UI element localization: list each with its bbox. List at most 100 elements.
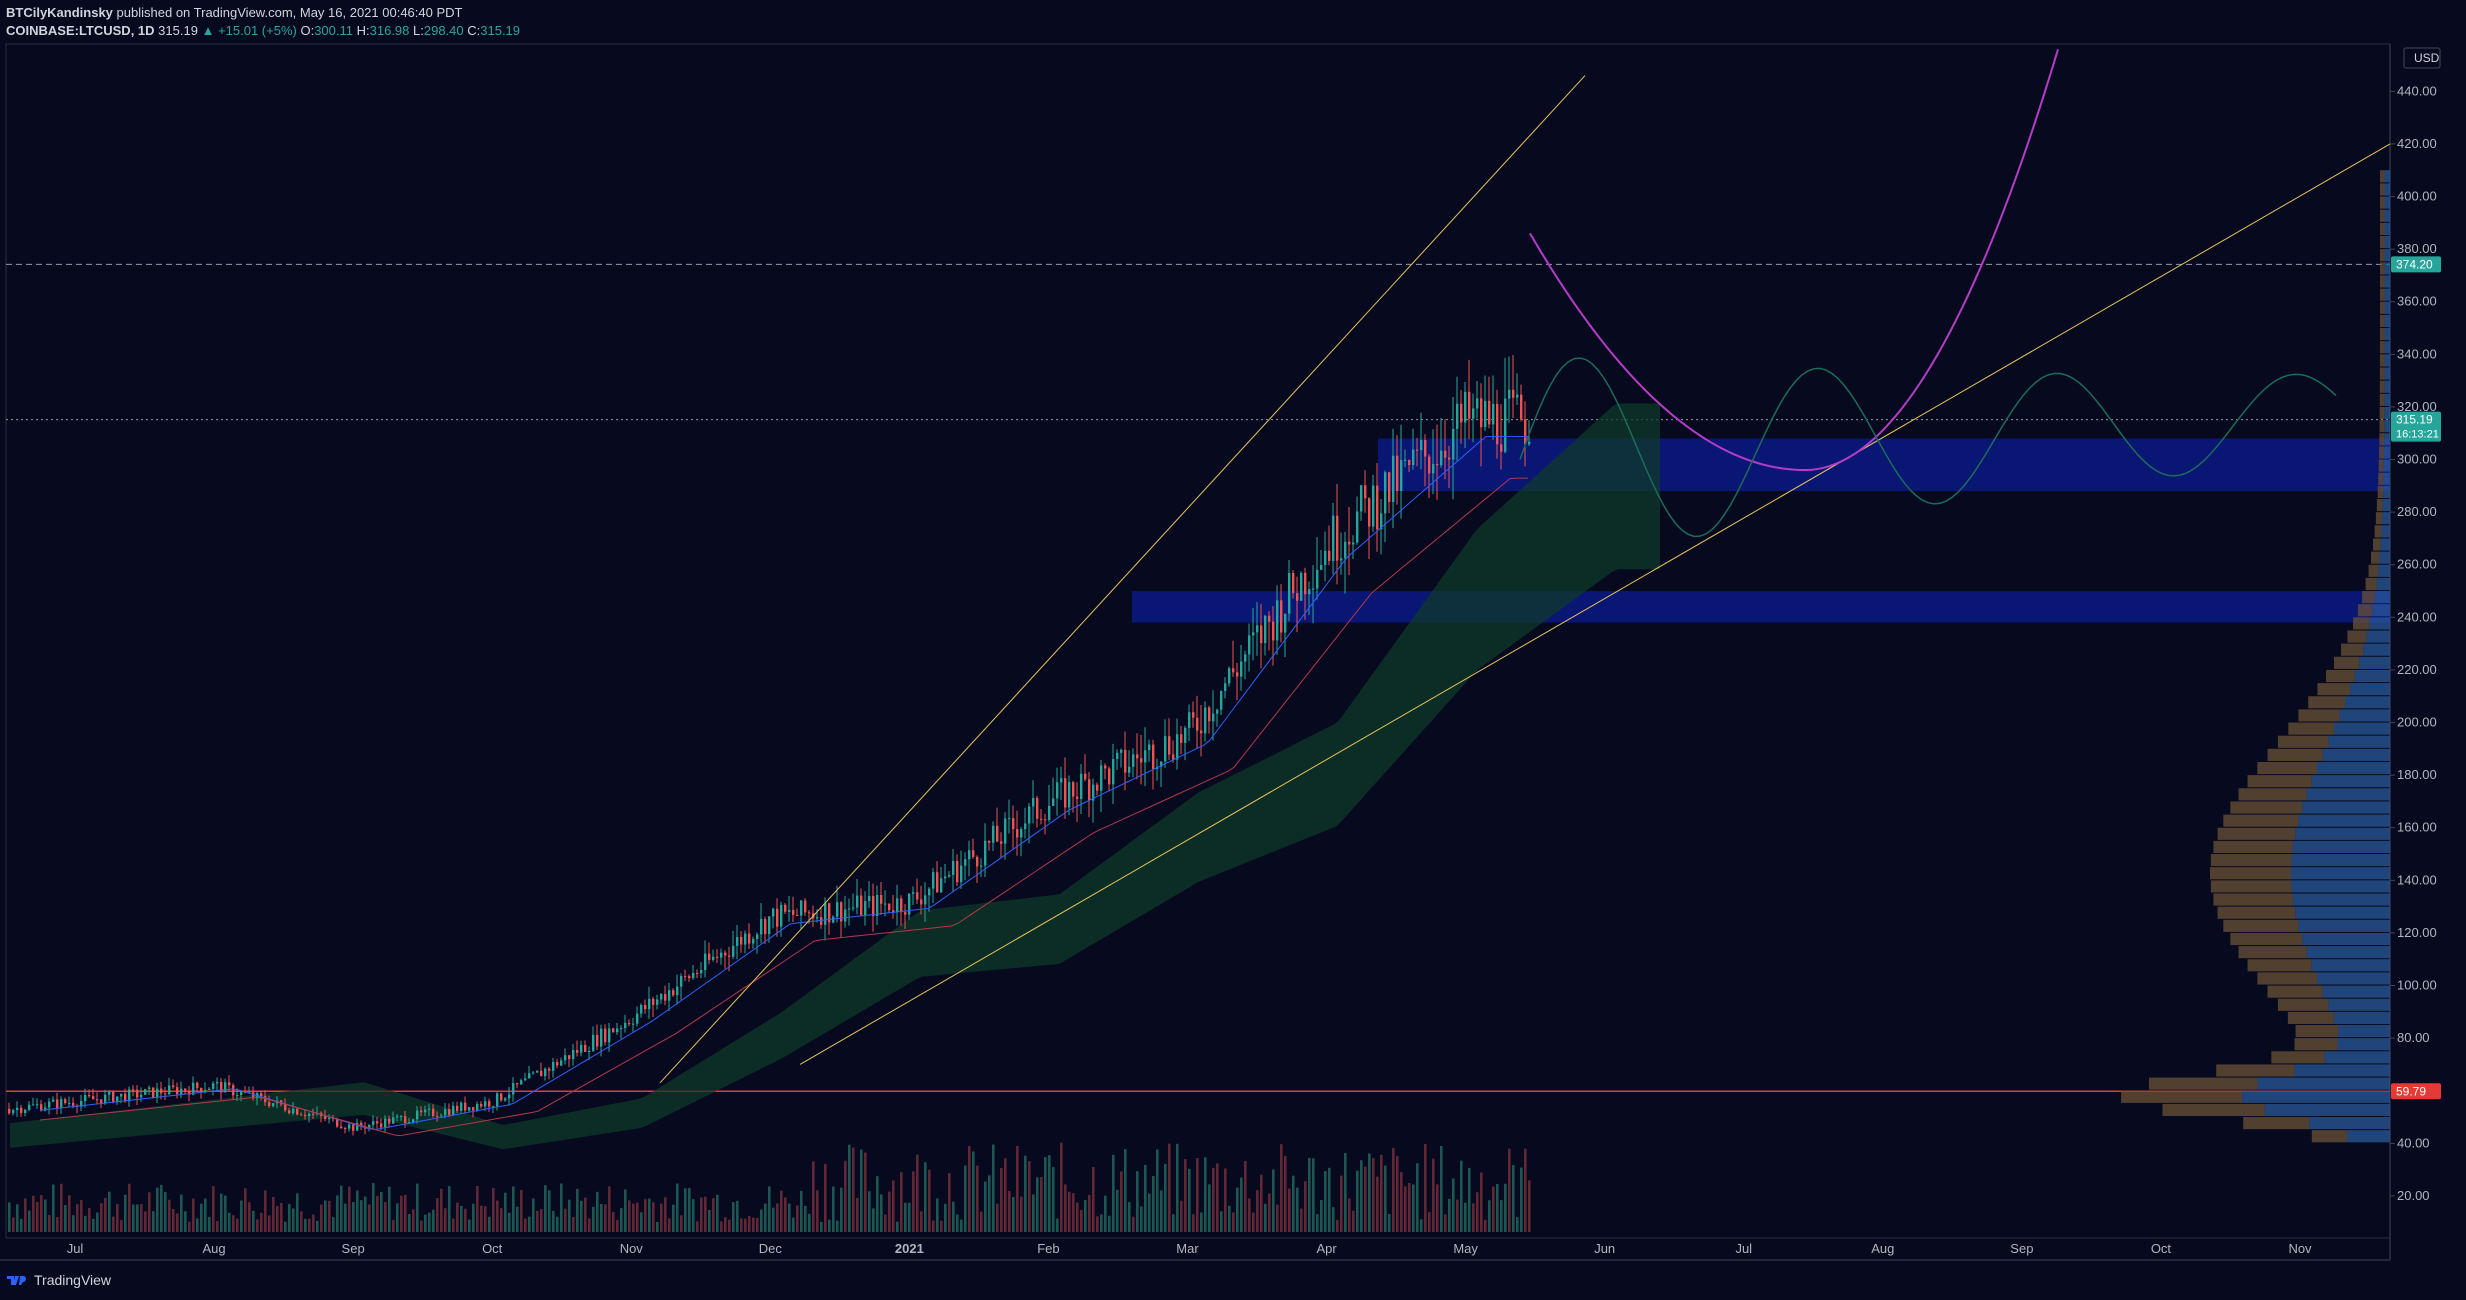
volume-profile-up	[2374, 591, 2390, 604]
volume-profile-up	[2384, 196, 2390, 209]
candle-body	[1112, 758, 1115, 785]
volume-bar	[1264, 1203, 1267, 1232]
volume-bar	[544, 1185, 547, 1232]
candle-body	[996, 825, 999, 842]
volume-profile-up	[2384, 328, 2390, 341]
volume-bar	[872, 1208, 875, 1232]
x-tick-label: Nov	[2288, 1241, 2312, 1256]
candle-body	[1376, 485, 1379, 530]
candle-body	[304, 1114, 307, 1117]
candle-body	[336, 1118, 339, 1127]
volume-bar	[572, 1217, 575, 1232]
candle-body	[440, 1115, 443, 1117]
volume-bar	[440, 1188, 443, 1232]
volume-profile-up	[2384, 222, 2390, 235]
volume-bar	[372, 1183, 375, 1232]
y-tick-label: 80.00	[2397, 1030, 2430, 1045]
volume-bar	[596, 1191, 599, 1232]
candle-body	[396, 1116, 399, 1118]
volume-bar	[672, 1204, 675, 1232]
candle-body	[116, 1096, 119, 1103]
tradingview-brand[interactable]: TradingView	[34, 1272, 112, 1288]
volume-bar	[276, 1205, 279, 1232]
volume-profile-up	[2333, 1011, 2390, 1024]
candle-body	[624, 1022, 627, 1029]
candle-body	[1284, 613, 1287, 633]
candle-body	[1372, 485, 1375, 527]
volume-bar	[1492, 1186, 1495, 1232]
y-tick-label: 180.00	[2397, 767, 2437, 782]
volume-profile-down	[2374, 525, 2382, 538]
volume-bar	[332, 1217, 335, 1232]
candle-body	[56, 1099, 59, 1109]
volume-bar	[1004, 1158, 1007, 1232]
volume-profile-down	[2379, 420, 2385, 433]
candle-body	[1108, 768, 1111, 785]
symbol-name[interactable]: COINBASE:LTCUSD, 1D	[6, 23, 155, 38]
volume-profile-up	[2384, 301, 2390, 314]
volume-bar	[1228, 1205, 1231, 1232]
volume-profile-down	[2295, 1024, 2339, 1038]
candle-body	[864, 901, 867, 916]
volume-bar	[120, 1220, 123, 1232]
volume-bar	[8, 1202, 11, 1232]
volume-bar	[860, 1149, 863, 1232]
volume-bar	[580, 1200, 583, 1232]
volume-bar	[1392, 1148, 1395, 1232]
volume-bar	[364, 1196, 367, 1232]
volume-bar	[244, 1188, 247, 1232]
volume-bar	[148, 1192, 151, 1232]
volume-bar	[620, 1208, 623, 1232]
candle-body	[1272, 621, 1275, 641]
volume-bar	[688, 1188, 691, 1232]
candle-body	[784, 904, 787, 912]
candle-body	[612, 1028, 615, 1033]
volume-bar	[12, 1217, 15, 1232]
author-name[interactable]: BTCilyKandinsky	[6, 5, 113, 20]
volume-bar	[1364, 1166, 1367, 1232]
volume-bar	[124, 1194, 127, 1232]
candle-body	[1300, 572, 1303, 601]
volume-bar	[1384, 1165, 1387, 1232]
candle-body	[676, 986, 679, 996]
volume-profile-down	[2368, 564, 2379, 577]
candle-body	[488, 1101, 491, 1107]
candle-body	[1384, 472, 1387, 514]
candle-body	[976, 856, 979, 867]
candle-body	[12, 1110, 15, 1114]
volume-bar	[284, 1221, 287, 1232]
volume-bar	[824, 1164, 827, 1232]
volume-bar	[800, 1190, 803, 1232]
volume-bar	[1260, 1174, 1263, 1232]
volume-profile-up	[2363, 643, 2390, 656]
volume-bar	[512, 1186, 515, 1232]
y-tick-label: 300.00	[2397, 452, 2437, 467]
volume-profile-up	[2294, 1064, 2390, 1077]
candle-body	[1520, 394, 1523, 420]
volume-profile-up	[2384, 393, 2390, 406]
volume-profile-down	[2213, 893, 2293, 906]
candle-body	[16, 1107, 19, 1111]
candle-body	[1448, 457, 1451, 460]
volume-bar	[1164, 1163, 1167, 1232]
candle-body	[696, 972, 699, 974]
volume-bar	[1152, 1175, 1155, 1232]
candle-body	[1216, 709, 1219, 714]
volume-bar	[1472, 1203, 1475, 1232]
candle-body	[888, 903, 891, 911]
candle-body	[360, 1122, 363, 1127]
volume-profile-up	[2322, 985, 2390, 998]
candle-body	[744, 933, 747, 945]
volume-bar	[788, 1203, 791, 1232]
volume-bar	[1092, 1167, 1095, 1232]
x-tick-label: Oct	[2151, 1241, 2172, 1256]
volume-profile-down	[2238, 788, 2307, 801]
volume-bar	[20, 1218, 23, 1232]
candle-body	[1024, 823, 1027, 830]
volume-bar	[816, 1190, 819, 1232]
x-tick-label: Aug	[1871, 1241, 1894, 1256]
candle-body	[176, 1087, 179, 1095]
volume-profile-down	[2247, 959, 2312, 972]
volume-profile-down	[2379, 222, 2385, 235]
